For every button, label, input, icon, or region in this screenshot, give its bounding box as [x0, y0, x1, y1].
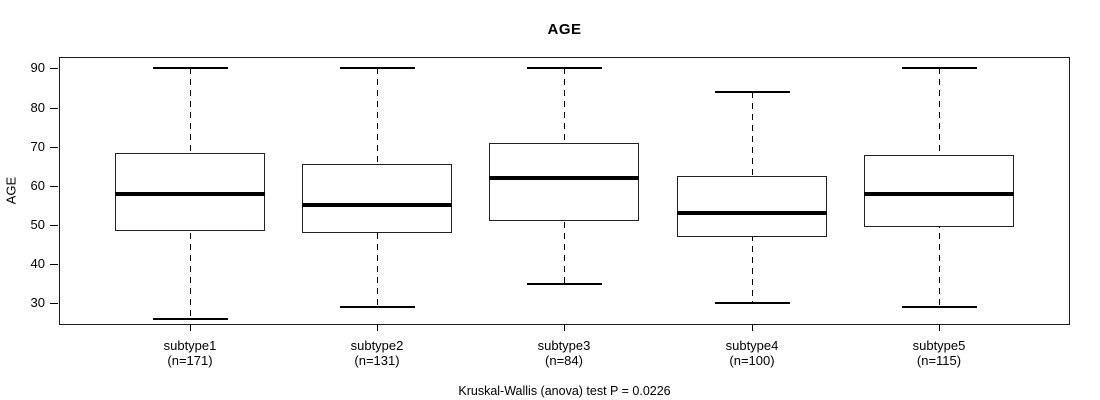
median-line	[864, 192, 1014, 196]
x-axis-group-label: subtype5	[912, 338, 966, 353]
y-axis-tick	[50, 264, 58, 265]
y-axis-tick	[50, 68, 58, 69]
whisker-cap-upper	[526, 67, 602, 69]
x-axis-tick	[564, 325, 565, 331]
x-axis-n-label: (n=84)	[545, 353, 583, 368]
whisker-cap-lower	[901, 306, 977, 308]
whisker-cap-upper	[152, 67, 228, 69]
whisker-cap-lower	[714, 302, 790, 304]
stat-test-caption: Kruskal-Wallis (anova) test P = 0.0226	[458, 384, 671, 398]
median-line	[489, 176, 639, 180]
box-subtype3	[489, 143, 639, 221]
y-axis-tick-label: 80	[30, 100, 45, 115]
y-axis-tick	[50, 303, 58, 304]
whisker-cap-lower	[526, 283, 602, 285]
x-axis-group-label: subtype1	[163, 338, 217, 353]
median-line	[115, 192, 265, 196]
whisker-cap-upper	[339, 67, 415, 69]
x-axis-tick	[377, 325, 378, 331]
y-axis-tick-label: 40	[30, 256, 45, 271]
box-subtype4	[677, 176, 827, 237]
x-axis-tick	[939, 325, 940, 331]
x-axis-group-label: subtype2	[350, 338, 404, 353]
x-axis-n-label: (n=171)	[167, 353, 213, 368]
whisker-cap-lower	[152, 318, 228, 320]
chart-title: AGE	[547, 21, 582, 38]
x-axis-group-label: subtype4	[725, 338, 779, 353]
whisker-cap-upper	[714, 91, 790, 93]
x-axis-n-label: (n=100)	[729, 353, 775, 368]
y-axis-tick	[50, 147, 58, 148]
median-line	[302, 203, 452, 207]
whisker-cap-upper	[901, 67, 977, 69]
y-axis-tick-label: 60	[30, 178, 45, 193]
y-axis-tick-label: 50	[30, 217, 45, 232]
y-axis-tick-label: 70	[30, 139, 45, 154]
median-line	[677, 211, 827, 215]
whisker-cap-lower	[339, 306, 415, 308]
y-axis-tick	[50, 225, 58, 226]
y-axis-tick-label: 30	[30, 295, 45, 310]
x-axis-n-label: (n=131)	[354, 353, 400, 368]
box-subtype2	[302, 164, 452, 233]
y-axis-tick	[50, 108, 58, 109]
x-axis-n-label: (n=115)	[916, 353, 962, 368]
y-axis-tick-label: 90	[30, 60, 45, 75]
y-axis-tick	[50, 186, 58, 187]
x-axis-group-label: subtype3	[537, 338, 591, 353]
box-subtype5	[864, 155, 1014, 227]
x-axis-tick	[190, 325, 191, 331]
x-axis-tick	[752, 325, 753, 331]
